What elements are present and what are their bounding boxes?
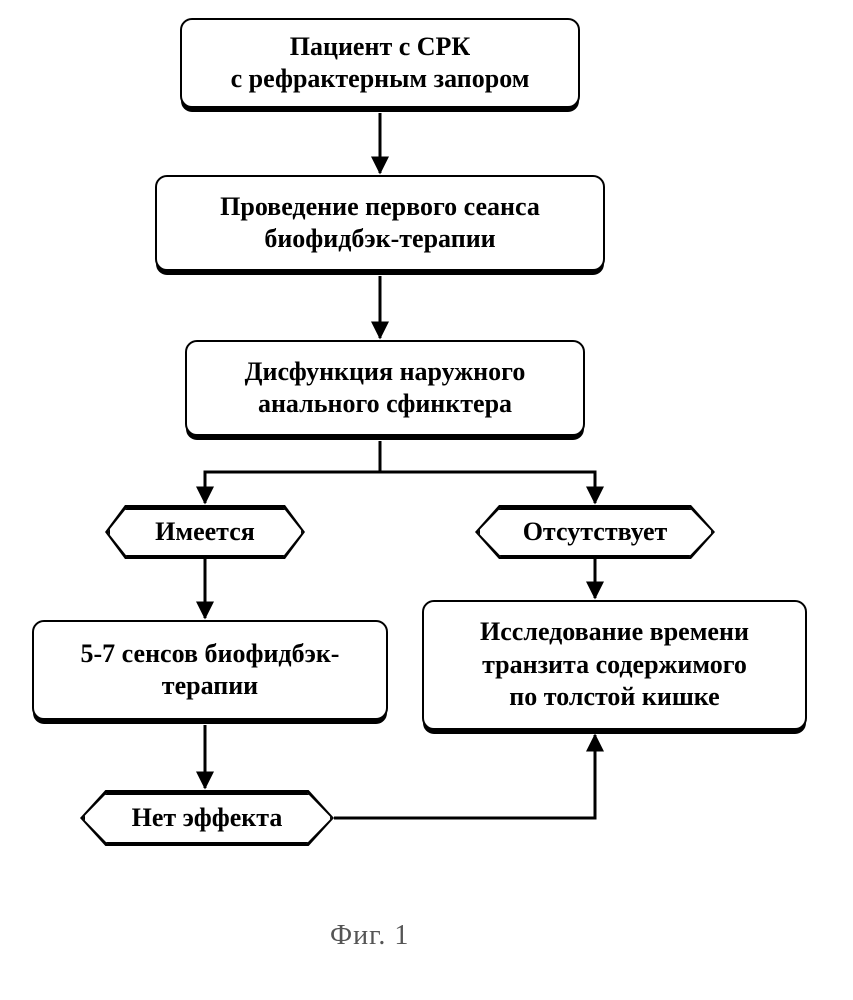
node-label: Отсутствует (523, 516, 668, 549)
node-transit-study: Исследование временитранзита содержимого… (422, 600, 807, 730)
node-first-session: Проведение первого сеансабиофидбэк-терап… (155, 175, 605, 271)
node-label: Имеется (155, 516, 255, 549)
node-label: Пациент с СРКс рефрактерным запором (231, 31, 530, 96)
figure-caption: Фиг. 1 (330, 920, 409, 952)
node-absent: Отсутствует (475, 505, 715, 559)
node-label: Нет эффекта (132, 802, 283, 835)
node-label: Исследование временитранзита содержимого… (480, 616, 749, 714)
node-no-effect: Нет эффекта (80, 790, 334, 846)
node-dysfunction: Дисфункция наружногоанального сфинктера (185, 340, 585, 436)
caption-text: Фиг. 1 (330, 920, 409, 951)
node-present: Имеется (105, 505, 305, 559)
flowchart-arrows (0, 0, 853, 1000)
flowchart-container: Пациент с СРКс рефрактерным запором Пров… (0, 0, 853, 1000)
node-label: Дисфункция наружногоанального сфинктера (245, 356, 526, 421)
node-patient: Пациент с СРКс рефрактерным запором (180, 18, 580, 108)
node-label: 5-7 сенсов биофидбэк-терапии (81, 638, 340, 703)
node-label: Проведение первого сеансабиофидбэк-терап… (220, 191, 540, 256)
node-sessions: 5-7 сенсов биофидбэк-терапии (32, 620, 388, 720)
